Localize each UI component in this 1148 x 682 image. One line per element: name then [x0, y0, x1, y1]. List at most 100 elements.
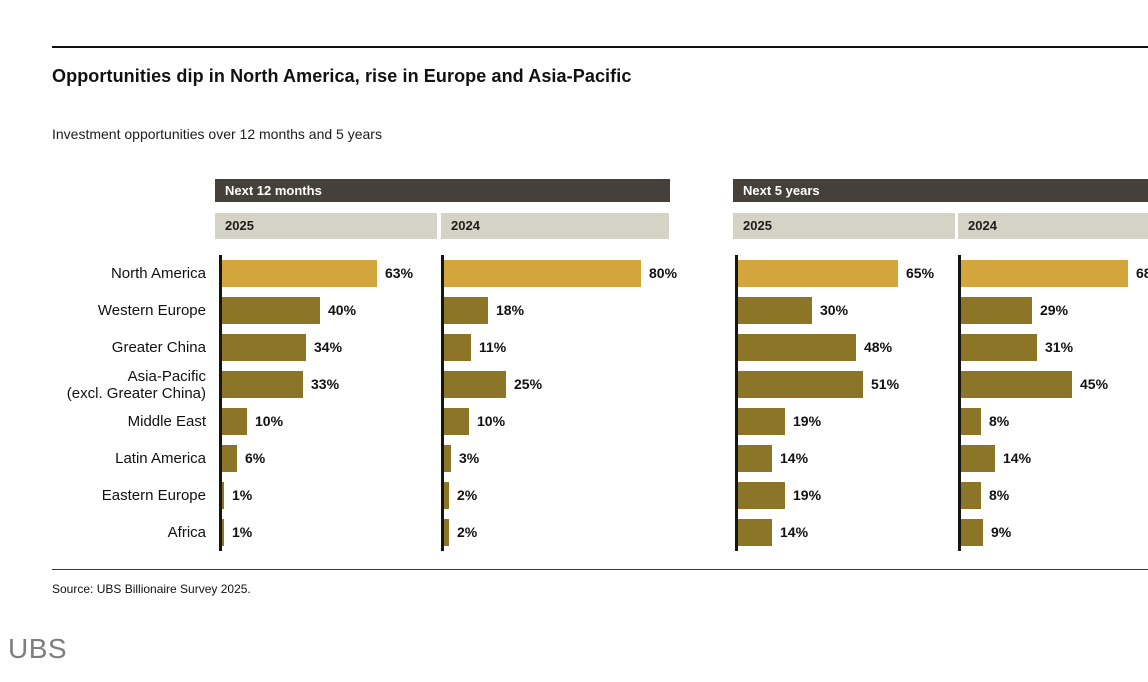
source-note: Source: UBS Billionaire Survey 2025. — [52, 582, 251, 596]
bar — [738, 519, 772, 546]
bar — [222, 334, 306, 361]
bar-value-label: 51% — [871, 376, 900, 392]
bar-row: 30% — [738, 292, 954, 329]
bar — [961, 408, 981, 435]
bar-value-label: 11% — [479, 339, 507, 355]
bar-value-label: 40% — [328, 302, 357, 318]
bar-row: 10% — [444, 403, 669, 440]
bar — [222, 371, 303, 398]
bar-value-label: 63% — [385, 265, 414, 281]
bar-value-label: 10% — [477, 413, 506, 429]
category-label: Greater China — [111, 339, 206, 356]
chart-subtitle: Investment opportunities over 12 months … — [52, 126, 382, 142]
bar — [444, 297, 488, 324]
title-divider-rule — [52, 46, 1148, 48]
bar — [444, 408, 469, 435]
bar-row: 6% — [222, 440, 437, 477]
bar — [222, 297, 320, 324]
bar — [444, 260, 641, 287]
bar-row: 1% — [222, 514, 437, 551]
bar-row: 34% — [222, 329, 437, 366]
bar-value-label: 6% — [245, 450, 266, 466]
bar-row: 51% — [738, 366, 954, 403]
bar-column-1: 80% 18% 11% 25% 10% 3% 2% 2% — [441, 255, 677, 551]
bar-row: 9% — [961, 514, 1148, 551]
bar-row: 19% — [738, 477, 954, 514]
bar-row: 80% — [444, 255, 677, 292]
bar-value-label: 25% — [514, 376, 543, 392]
bar-value-label: 8% — [989, 413, 1010, 429]
bar-value-label: 68% — [1136, 265, 1148, 281]
bar-value-label: 8% — [989, 487, 1010, 503]
footer-divider-rule — [52, 569, 1148, 570]
bar — [222, 482, 224, 509]
bar-value-label: 19% — [793, 413, 822, 429]
bar-row: 40% — [222, 292, 437, 329]
bar-value-label: 1% — [232, 524, 253, 540]
bar — [222, 408, 247, 435]
bar-row: 14% — [738, 514, 954, 551]
bar — [961, 519, 983, 546]
bar — [961, 371, 1072, 398]
bar-value-label: 30% — [820, 302, 849, 318]
bar — [222, 445, 237, 472]
bar — [961, 445, 995, 472]
year-header-5y-2025: 2025 — [733, 213, 955, 239]
bar — [738, 297, 812, 324]
bar-value-label: 65% — [906, 265, 935, 281]
bar-value-label: 14% — [780, 524, 809, 540]
bar-value-label: 45% — [1080, 376, 1109, 392]
bar — [961, 334, 1037, 361]
bar-row: 2% — [444, 514, 669, 551]
category-label: Middle East — [127, 413, 206, 430]
category-label: Eastern Europe — [101, 487, 206, 504]
year-header-12m-2024: 2024 — [441, 213, 669, 239]
bar-value-label: 2% — [457, 487, 478, 503]
bar-value-label: 18% — [496, 302, 525, 318]
bar-column-3: 68% 29% 31% 45% 8% 14% 8% 9% — [958, 255, 1148, 551]
bar — [444, 371, 506, 398]
bar — [738, 445, 772, 472]
bar-column-0: 63% 40% 34% 33% 10% 6% 1% 1% — [219, 255, 437, 551]
bar — [444, 519, 449, 546]
category-label: Latin America — [115, 450, 206, 467]
bar-value-label: 1% — [232, 487, 253, 503]
bar-row: 25% — [444, 366, 669, 403]
group-header-next-5-years: Next 5 years — [733, 179, 1148, 202]
bar-row: 68% — [961, 255, 1148, 292]
year-header-12m-2025: 2025 — [215, 213, 437, 239]
category-label: Africa — [167, 524, 206, 541]
bar-value-label: 14% — [1003, 450, 1032, 466]
bar-row: 63% — [222, 255, 437, 292]
bar-column-2: 65% 30% 48% 51% 19% 14% 19% 14% — [735, 255, 954, 551]
bar-row: 19% — [738, 403, 954, 440]
bar-value-label: 2% — [457, 524, 478, 540]
bar-row: 18% — [444, 292, 669, 329]
bar-row: 10% — [222, 403, 437, 440]
bar — [222, 519, 224, 546]
bar-value-label: 34% — [314, 339, 343, 355]
bar-row: 31% — [961, 329, 1148, 366]
bar-row: 3% — [444, 440, 669, 477]
group-header-next-12-months: Next 12 months — [215, 179, 670, 202]
page-title: Opportunities dip in North America, rise… — [52, 66, 632, 86]
bar-row: 29% — [961, 292, 1148, 329]
bar-row: 8% — [961, 477, 1148, 514]
bar-value-label: 80% — [649, 265, 678, 281]
bar-row: 8% — [961, 403, 1148, 440]
bar-value-label: 9% — [991, 524, 1012, 540]
bar — [444, 334, 471, 361]
bar-value-label: 14% — [780, 450, 809, 466]
bar-row: 11% — [444, 329, 669, 366]
bar — [961, 482, 981, 509]
bar — [961, 297, 1032, 324]
bar — [738, 408, 785, 435]
bar — [738, 482, 785, 509]
bar-value-label: 48% — [864, 339, 893, 355]
bar — [738, 371, 863, 398]
bar-row: 1% — [222, 477, 437, 514]
bar-row: 33% — [222, 366, 437, 403]
bar-row: 14% — [738, 440, 954, 477]
bar-value-label: 33% — [311, 376, 340, 392]
bar — [738, 260, 898, 287]
